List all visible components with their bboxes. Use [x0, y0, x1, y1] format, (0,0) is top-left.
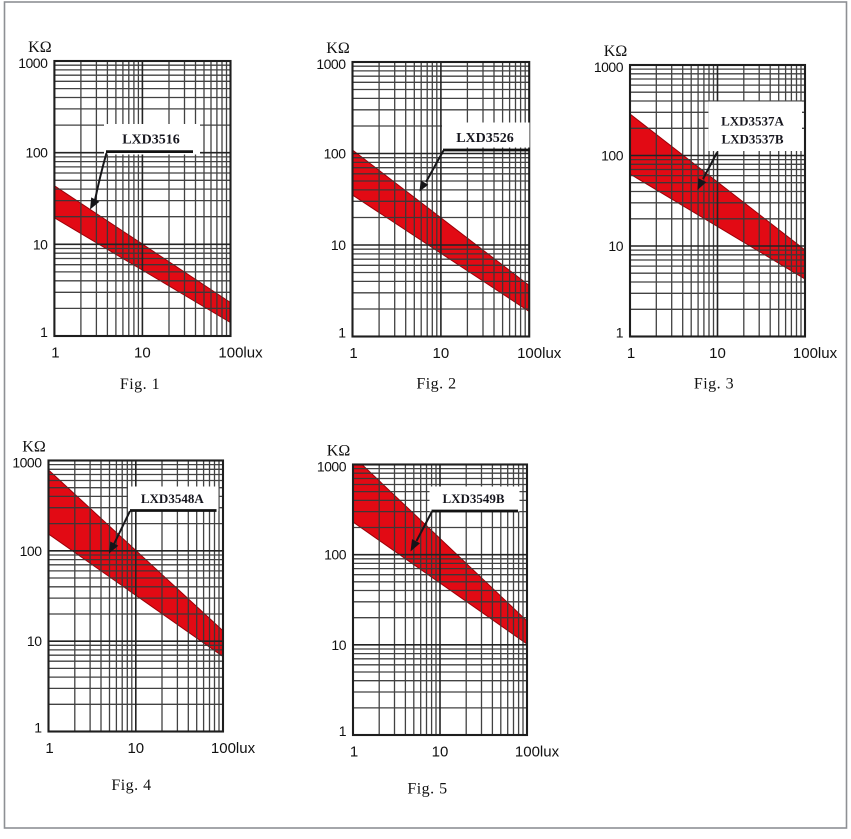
svg-text:1000: 1000 [316, 56, 346, 72]
svg-text:Fig. 4: Fig. 4 [111, 777, 151, 794]
svg-text:KΩ: KΩ [22, 439, 46, 456]
svg-text:1000: 1000 [317, 459, 347, 475]
svg-text:LXD3548A: LXD3548A [141, 491, 204, 506]
svg-text:10: 10 [134, 345, 151, 362]
svg-text:100: 100 [20, 543, 43, 559]
svg-text:1: 1 [45, 740, 53, 757]
svg-text:LXD3549B: LXD3549B [442, 491, 504, 506]
svg-text:1: 1 [34, 720, 42, 736]
svg-text:1: 1 [51, 345, 59, 362]
svg-text:10: 10 [33, 236, 48, 252]
svg-text:LXD3537A: LXD3537A [721, 113, 784, 128]
svg-text:10: 10 [433, 345, 450, 362]
svg-text:1: 1 [350, 744, 358, 761]
svg-text:KΩ: KΩ [326, 40, 350, 57]
svg-text:KΩ: KΩ [604, 43, 628, 60]
svg-text:100: 100 [324, 547, 347, 563]
svg-text:10: 10 [432, 744, 449, 761]
svg-text:LXD3526: LXD3526 [456, 131, 514, 146]
svg-text:100lux: 100lux [793, 345, 838, 362]
svg-text:1000: 1000 [12, 455, 42, 471]
svg-text:Fig. 3: Fig. 3 [694, 376, 734, 393]
svg-text:1: 1 [349, 345, 357, 362]
svg-text:KΩ: KΩ [28, 39, 52, 56]
svg-text:1: 1 [40, 324, 48, 340]
svg-text:10: 10 [331, 637, 346, 653]
svg-text:100: 100 [26, 145, 49, 161]
svg-text:100lux: 100lux [218, 345, 263, 362]
svg-text:Fig. 2: Fig. 2 [416, 376, 456, 393]
svg-text:1: 1 [338, 325, 346, 341]
svg-text:100lux: 100lux [515, 744, 560, 761]
svg-text:10: 10 [27, 633, 42, 649]
svg-text:10: 10 [608, 238, 623, 254]
svg-text:1: 1 [616, 325, 624, 341]
svg-text:LXD3516: LXD3516 [122, 133, 180, 148]
svg-text:1: 1 [339, 723, 347, 739]
svg-text:100: 100 [601, 148, 624, 164]
svg-text:100: 100 [324, 146, 347, 162]
svg-text:1: 1 [627, 345, 635, 362]
svg-text:Fig. 5: Fig. 5 [407, 781, 447, 798]
svg-text:100lux: 100lux [211, 740, 256, 757]
svg-text:100lux: 100lux [517, 345, 562, 362]
svg-text:1000: 1000 [18, 55, 48, 71]
svg-text:10: 10 [331, 237, 346, 253]
svg-text:Fig. 1: Fig. 1 [120, 376, 160, 393]
svg-text:1000: 1000 [594, 59, 624, 75]
svg-text:10: 10 [127, 740, 144, 757]
svg-text:KΩ: KΩ [327, 443, 351, 460]
svg-text:LXD3537B: LXD3537B [721, 132, 783, 147]
svg-text:10: 10 [709, 345, 726, 362]
